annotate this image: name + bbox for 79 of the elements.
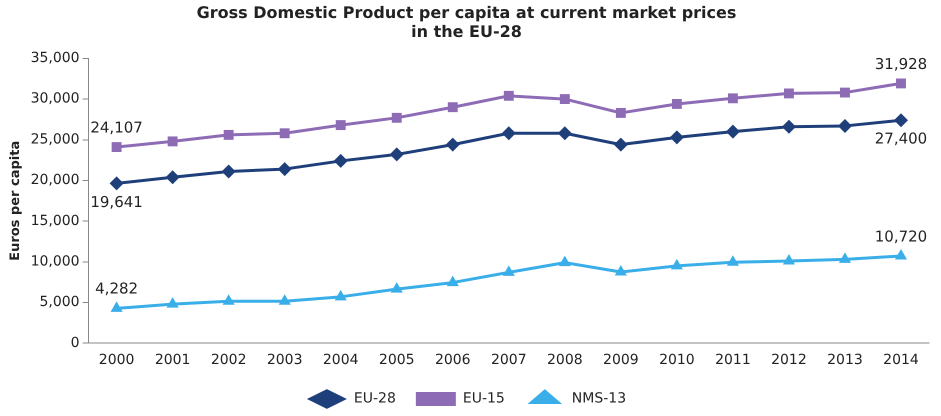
data-label: 31,928 <box>874 54 928 73</box>
point <box>278 162 292 176</box>
point <box>782 254 795 265</box>
point <box>112 142 122 152</box>
x-tick-label: 2004 <box>322 352 359 368</box>
point <box>558 126 572 140</box>
point <box>670 130 684 144</box>
point <box>334 290 347 300</box>
legend-label: EU-15 <box>462 390 505 407</box>
point <box>502 265 515 276</box>
point <box>728 93 738 104</box>
chart-title: Gross Domestic Product per capita at current market prices in the EU-28 <box>196 2 736 41</box>
point <box>560 94 570 104</box>
point <box>110 176 124 190</box>
point <box>782 120 796 134</box>
y-tick-label: 5,000 <box>39 294 80 310</box>
point <box>222 294 235 305</box>
point <box>896 78 906 88</box>
point <box>670 258 683 270</box>
point <box>894 248 908 260</box>
point <box>168 136 178 146</box>
data-label: 4,282 <box>95 280 138 298</box>
x-tick-label: 2001 <box>154 352 190 368</box>
data-label: 27,400 <box>874 130 928 148</box>
y-tick-label: 20,000 <box>30 172 80 188</box>
point <box>558 256 571 266</box>
y-tick-label: 15,000 <box>30 212 80 229</box>
point <box>838 252 852 263</box>
point <box>166 297 179 308</box>
x-tick-label: 2006 <box>434 352 471 368</box>
point <box>894 113 908 128</box>
legend-label: NMS-13 <box>572 390 626 407</box>
point <box>222 164 236 179</box>
y-tick-label: 25,000 <box>30 131 80 148</box>
point <box>448 102 458 112</box>
point <box>166 170 180 184</box>
point <box>502 126 516 140</box>
y-tick-label: 35,000 <box>30 50 80 66</box>
point <box>280 128 290 138</box>
point <box>614 138 628 152</box>
x-tick-label: 2007 <box>490 352 527 368</box>
point <box>392 112 402 123</box>
point <box>224 130 234 140</box>
point <box>784 88 794 98</box>
x-tick-label: 2009 <box>603 352 639 368</box>
point <box>334 154 348 168</box>
point <box>672 99 682 109</box>
y-axis-title: Euros per capita <box>8 140 24 261</box>
point <box>726 124 740 139</box>
point <box>840 88 850 98</box>
x-tick-label: 2003 <box>266 352 303 368</box>
point <box>446 276 459 286</box>
point <box>390 147 404 162</box>
y-tick-label: 30,000 <box>30 90 80 107</box>
x-tick-label: 2008 <box>547 352 583 368</box>
x-tick-label: 2002 <box>210 352 246 368</box>
x-tick-label: 2005 <box>378 352 415 368</box>
point <box>336 120 346 130</box>
x-tick-label: 2000 <box>98 352 134 368</box>
x-tick-label: 2011 <box>715 352 751 368</box>
legend-label: EU-28 <box>354 390 396 407</box>
data-label: 24,107 <box>90 118 143 136</box>
x-tick-label: 2010 <box>659 352 695 368</box>
y-tick-label: 0 <box>70 334 80 351</box>
y-tick-label: 10,000 <box>30 253 80 270</box>
point <box>616 108 626 118</box>
data-label: 19,641 <box>90 192 143 211</box>
point <box>504 90 514 101</box>
point <box>614 265 627 276</box>
point <box>278 294 291 305</box>
point <box>838 118 852 133</box>
x-tick-label: 2014 <box>883 352 919 368</box>
x-tick-label: 2013 <box>827 352 863 368</box>
data-label: 10,720 <box>874 227 928 246</box>
point <box>390 282 403 293</box>
point <box>110 301 123 312</box>
x-tick-label: 2012 <box>771 352 807 368</box>
point <box>726 255 739 266</box>
point <box>446 138 460 152</box>
